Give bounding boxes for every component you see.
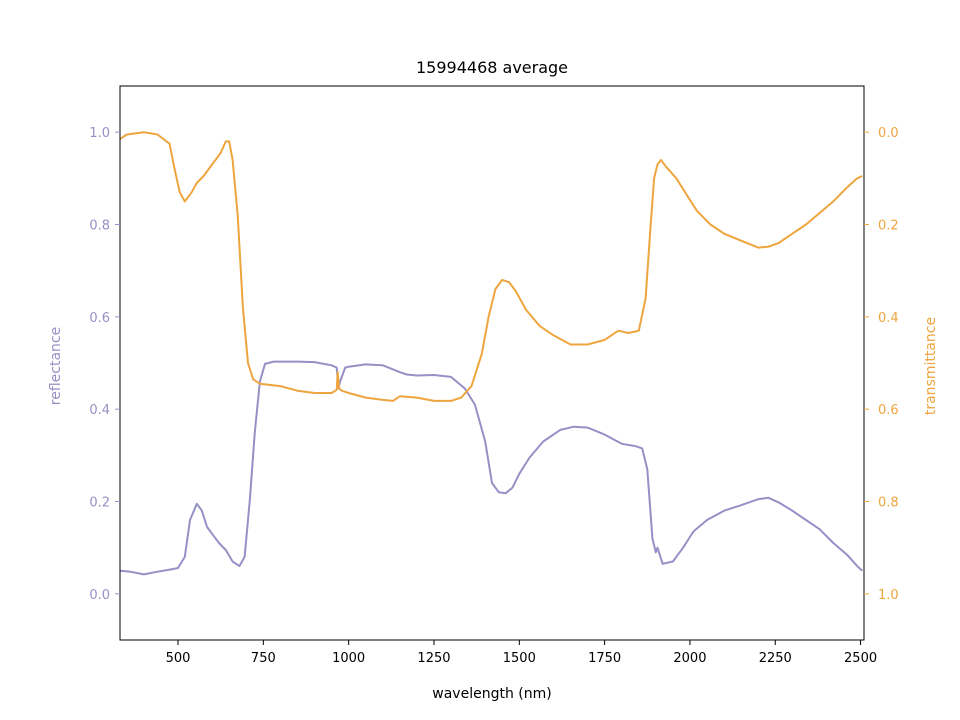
x-tick-label: 750	[251, 651, 276, 666]
reflectance-line	[119, 360, 863, 576]
chart-title: 15994468 average	[416, 58, 568, 77]
left-tick-label: 0.2	[89, 496, 110, 511]
x-tick-label: 1750	[588, 651, 621, 666]
left-tick-label: 0.4	[89, 403, 110, 418]
left-axis-label: reflectance	[48, 327, 64, 405]
x-tick-label: 2500	[844, 651, 877, 666]
plot-series	[119, 131, 863, 576]
left-axis-ticks: 0.0 0.2 0.4 0.6 0.8 1.0	[89, 126, 120, 603]
left-tick-label: 0.0	[89, 588, 110, 603]
right-axis-ticks: 0.0 0.2 0.4 0.6 0.8 1.0	[864, 126, 899, 603]
x-tick-label: 1000	[332, 651, 365, 666]
left-tick-label: 1.0	[89, 126, 110, 141]
right-tick-label: 0.4	[878, 311, 899, 326]
x-axis-ticks: 500 750 1000 1250 1500 1750 2000 2250 2500	[166, 640, 877, 666]
left-tick-label: 0.6	[89, 311, 110, 326]
x-tick-label: 500	[166, 651, 191, 666]
transmittance-line	[119, 131, 863, 402]
x-tick-label: 1250	[417, 651, 450, 666]
x-tick-label: 1500	[503, 651, 536, 666]
right-tick-label: 0.0	[878, 126, 899, 141]
left-tick-label: 0.8	[89, 219, 110, 234]
plot-frame	[119, 85, 865, 641]
x-tick-label: 2250	[759, 651, 792, 666]
x-tick-label: 2000	[673, 651, 706, 666]
right-tick-label: 0.2	[878, 219, 899, 234]
x-axis-label: wavelength (nm)	[432, 686, 551, 702]
right-tick-label: 1.0	[878, 588, 899, 603]
right-tick-label: 0.8	[878, 496, 899, 511]
right-tick-label: 0.6	[878, 403, 899, 418]
right-axis-label: transmittance	[923, 317, 939, 415]
